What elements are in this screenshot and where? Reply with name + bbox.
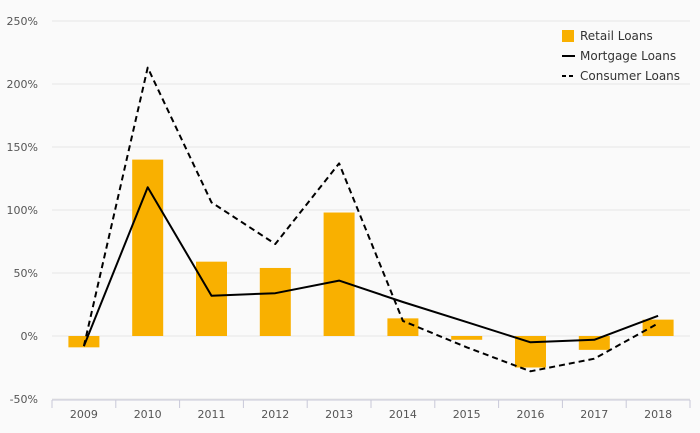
legend-label-retail-loans: Retail Loans <box>580 29 653 43</box>
y-tick-label: 0% <box>21 330 38 343</box>
y-tick-label: -50% <box>10 393 38 406</box>
legend-label-consumer-loans: Consumer Loans <box>580 69 680 83</box>
bar-retail-loans-2015 <box>451 336 483 340</box>
x-tick-label: 2010 <box>134 408 162 421</box>
y-tick-label: 150% <box>7 141 38 154</box>
x-tick-label: 2016 <box>517 408 545 421</box>
line-mortgage-loans <box>82 186 659 347</box>
x-tick-label: 2015 <box>453 408 481 421</box>
line-series <box>82 66 659 373</box>
bar-retail-loans-2018 <box>642 319 674 336</box>
x-tick-label: 2017 <box>580 408 608 421</box>
legend-label-mortgage-loans: Mortgage Loans <box>580 49 676 63</box>
y-tick-label: 100% <box>7 204 38 217</box>
bar-retail-loans-2012 <box>259 267 291 336</box>
line-consumer-loans <box>82 66 659 373</box>
x-tick-label: 2009 <box>70 408 98 421</box>
x-tick-label: 2014 <box>389 408 417 421</box>
bar-retail-loans-2017 <box>578 336 610 350</box>
y-axis: -50% 0% 50% 100% 150% 200% 250% <box>7 15 38 406</box>
y-tick-label: 200% <box>7 78 38 91</box>
x-tick-label: 2011 <box>198 408 226 421</box>
retail-loans-bars <box>68 159 674 368</box>
x-tick-label: 2013 <box>325 408 353 421</box>
bar-retail-loans-2011 <box>196 261 227 336</box>
bar-retail-loans-2014 <box>387 318 419 336</box>
x-axis: 2009 2010 2011 2012 2013 2014 2015 2016 2017 2018 <box>51 399 691 421</box>
x-tick-label: 2012 <box>261 408 289 421</box>
bar-retail-loans-2016 <box>515 336 546 368</box>
legend: Retail Loans Mortgage Loans Consumer Loans <box>562 29 680 83</box>
legend-swatch-retail-loans <box>562 30 574 42</box>
bar-retail-loans-2010 <box>132 159 164 336</box>
x-tick-label: 2018 <box>644 408 672 421</box>
y-tick-label: 250% <box>7 15 38 28</box>
bar-retail-loans-2013 <box>323 212 355 336</box>
y-tick-label: 50% <box>14 267 38 280</box>
